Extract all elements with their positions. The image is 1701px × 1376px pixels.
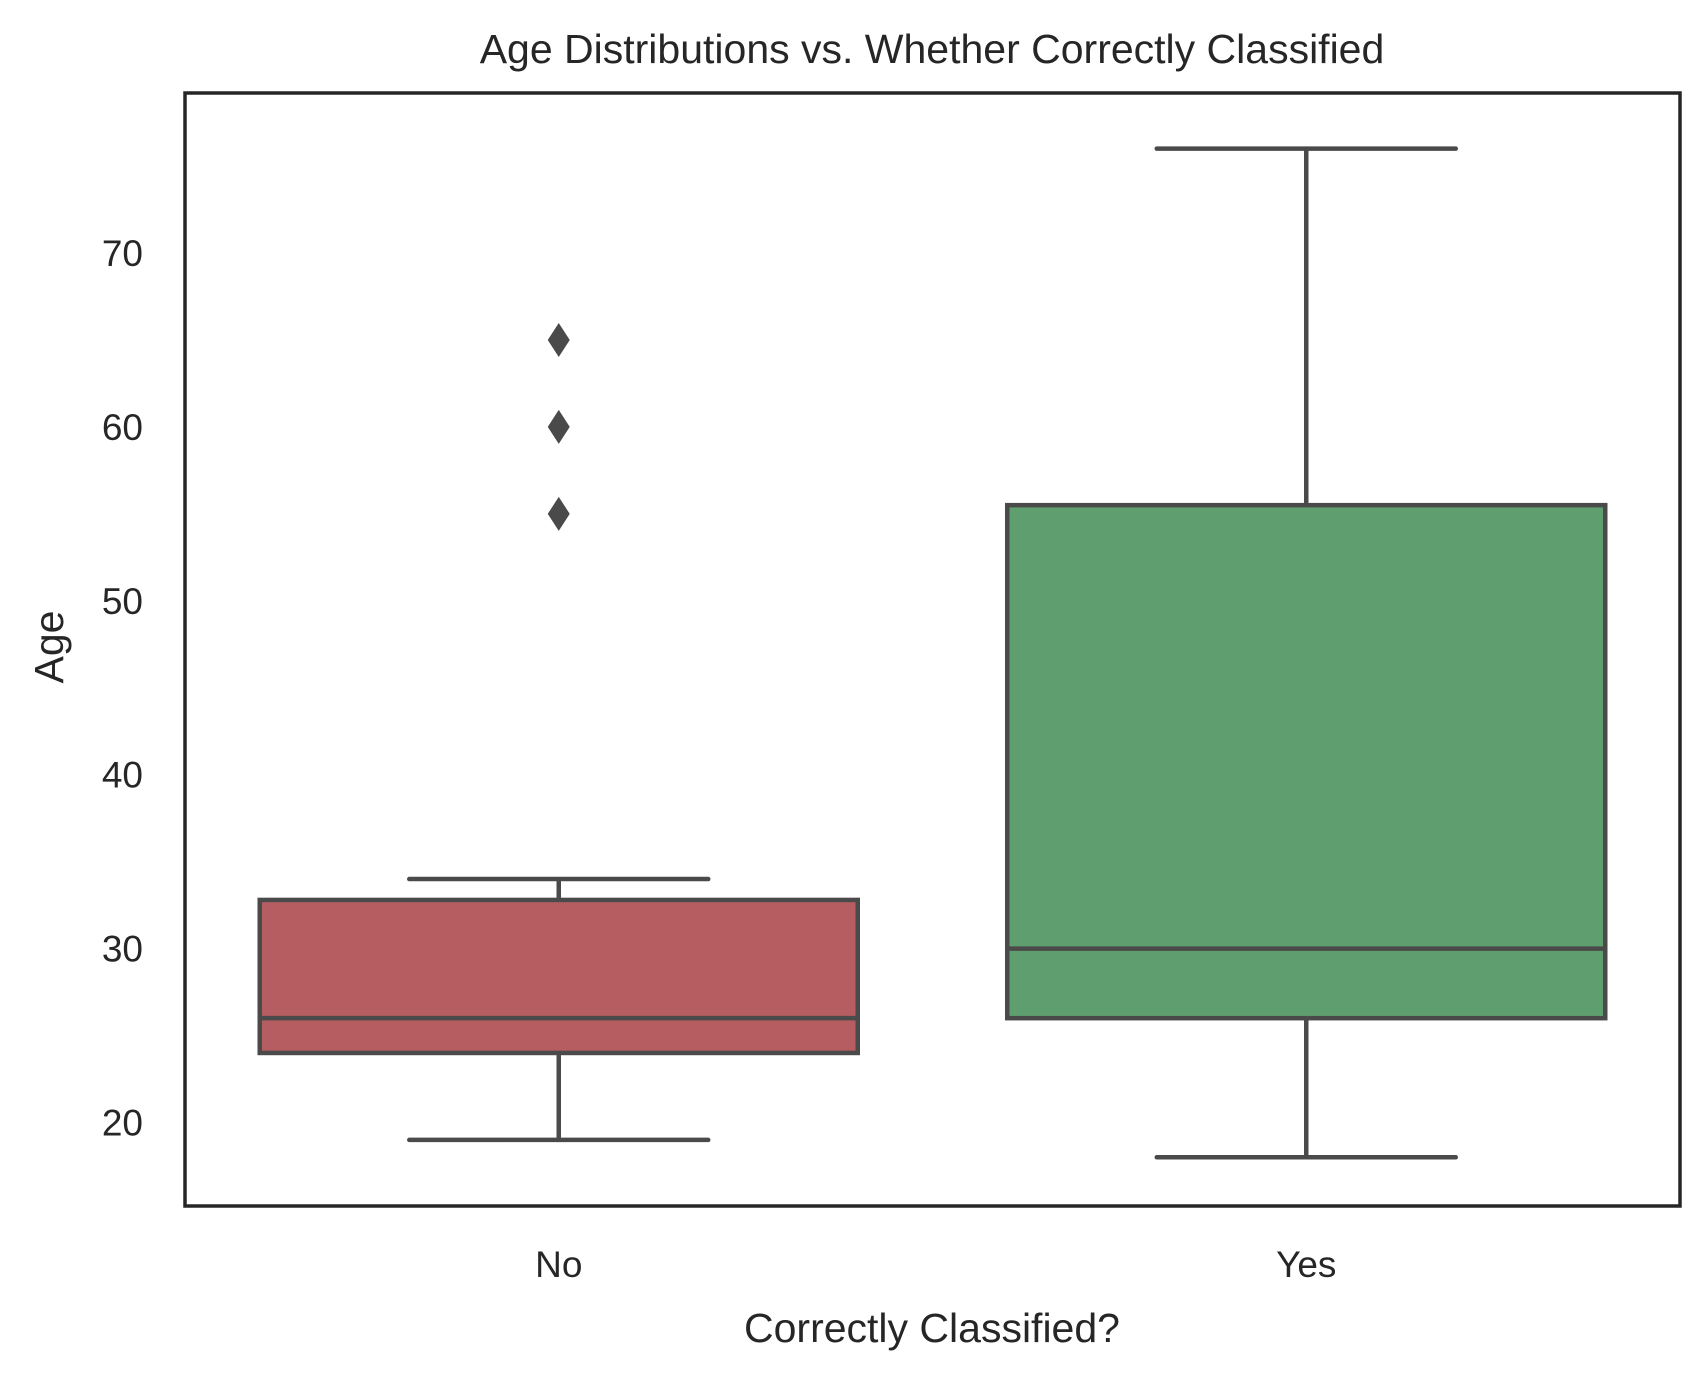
box-no bbox=[257, 897, 860, 1056]
y-axis-title: Age bbox=[26, 611, 72, 684]
y-tick-label: 40 bbox=[102, 755, 143, 796]
x-tick-label: Yes bbox=[1276, 1244, 1336, 1285]
y-tick-label: 70 bbox=[102, 233, 143, 274]
y-axis-ticks: 20 30 40 50 60 70 bbox=[102, 233, 143, 1144]
y-tick-label: 30 bbox=[102, 929, 143, 970]
x-axis-title: Correctly Classified? bbox=[744, 1305, 1120, 1351]
box-group-no bbox=[257, 322, 860, 1143]
y-tick-label: 50 bbox=[102, 581, 143, 622]
x-axis-ticks: No Yes bbox=[535, 1244, 1336, 1285]
outlier-point-no-1 bbox=[547, 409, 570, 444]
y-tick-label: 20 bbox=[102, 1103, 143, 1144]
outlier-point-no-0 bbox=[547, 496, 570, 531]
plot-frame bbox=[183, 91, 1682, 1208]
box-group-yes bbox=[1005, 146, 1608, 1160]
plot-area bbox=[183, 91, 1682, 1208]
chart-title: Age Distributions vs. Whether Correctly … bbox=[480, 26, 1385, 72]
y-tick-label: 60 bbox=[102, 407, 143, 448]
x-tick-label: No bbox=[535, 1244, 582, 1285]
outlier-point-no-2 bbox=[547, 322, 570, 357]
box-yes bbox=[1005, 502, 1608, 1021]
